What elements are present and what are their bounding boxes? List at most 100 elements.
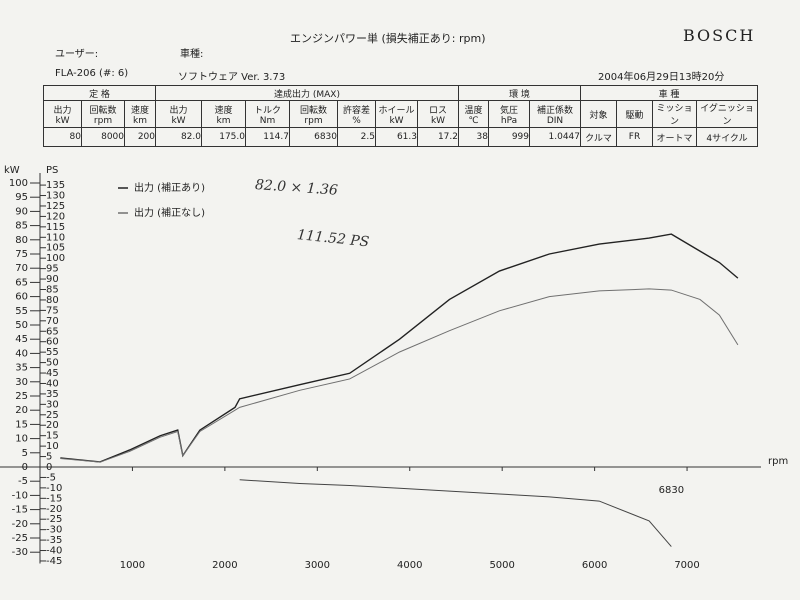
y-tick-label: 90	[15, 206, 28, 217]
value-cell: 999	[488, 127, 530, 147]
y-tick-label: -10	[12, 490, 28, 501]
y2-tick-label: 75	[46, 305, 59, 316]
y-tick-label: 20	[15, 405, 28, 416]
value-cell: 200	[124, 127, 156, 147]
header-name: 速度	[130, 105, 149, 116]
y2-tick-label: 110	[46, 232, 65, 243]
y2-tick-label: 5	[46, 452, 52, 463]
annotation: 111.52 PS	[296, 227, 370, 250]
y-tick-label: 45	[15, 334, 28, 345]
y2-tick-label: 0	[46, 462, 52, 473]
value-cell: 175.0	[201, 127, 246, 147]
header-unit: DIN	[546, 115, 564, 126]
y-tick-label: 5	[22, 448, 28, 459]
y-tick-label: 55	[15, 306, 28, 317]
y-tick-label: 50	[15, 320, 28, 331]
header-row: 出力 kW 回転数 rpm 速度 km 出力 kW 速度 km トルク Nm 回転数 rpm 許容差% ホイー…	[43, 100, 758, 128]
y2-tick-label: 125	[46, 201, 65, 212]
y2-tick-label: 130	[46, 191, 65, 202]
y-tick-label: 30	[15, 377, 28, 388]
header-unit: kW	[55, 115, 70, 126]
header-unit: ℃	[468, 115, 479, 126]
y2-tick-label: 65	[46, 326, 59, 337]
y-tick-label: 70	[15, 263, 28, 274]
y-tick-label: -25	[12, 533, 28, 544]
y-tick-label: 65	[15, 277, 28, 288]
header-unit: hPa	[500, 115, 518, 126]
software: ソフトウェア Ver. 3.73	[178, 72, 286, 83]
header-name: 温度	[464, 105, 483, 116]
y2-tick-label: 20	[46, 420, 59, 431]
y2-tick-label: 45	[46, 368, 59, 379]
y-tick-label: 100	[9, 178, 28, 189]
y2-tick-label: 100	[46, 253, 65, 264]
y2-tick-label: 25	[46, 410, 59, 421]
x-tick-label: 1000	[120, 560, 145, 571]
device: FLA-206 (#: 6)	[55, 68, 129, 79]
header-unit: rpm	[304, 115, 323, 126]
header-unit: Nm	[259, 115, 276, 126]
annotation: 6830	[659, 485, 684, 496]
y-tick-label: 80	[15, 235, 28, 246]
y2-tick-label: 50	[46, 358, 59, 369]
legend-label: 出力 (補正あり)	[134, 181, 205, 194]
header-name: 気圧	[499, 105, 518, 116]
y2-tick-label: 70	[46, 316, 59, 327]
y2-tick-label: 80	[46, 295, 59, 306]
x-axis-label: rpm	[768, 456, 788, 467]
datetime: 2004年06月29日13時20分	[598, 72, 725, 83]
header-unit: km	[133, 115, 147, 126]
value-cell: クルマ	[580, 127, 617, 147]
spec-table: 定 格達成出力 (MAX) 環 境車 種出力 kW 回転数 rpm 速度 km 出力 kW 速度 k…	[43, 85, 758, 147]
header-name: 対象	[589, 110, 608, 121]
line-series	[60, 233, 739, 463]
header-name: ロス	[428, 105, 447, 116]
y2-tick-label: 90	[46, 274, 59, 285]
header-name: イグニッション	[700, 104, 754, 127]
y-tick-label: 75	[15, 249, 28, 260]
y2-tick-label: -10	[46, 483, 62, 494]
y2-tick-label: 55	[46, 347, 59, 358]
header-name: 補正係数	[536, 105, 573, 116]
header-name: トルク	[253, 105, 281, 116]
x-tick-label: 3000	[305, 560, 330, 571]
line-series	[239, 479, 672, 547]
x-tick-label: 2000	[212, 560, 237, 571]
y2-tick-label: 105	[46, 243, 65, 254]
y2-tick-label: -15	[46, 493, 62, 504]
y-tick-label: 40	[15, 348, 28, 359]
y2-tick-label: 120	[46, 211, 65, 222]
value-cell: 4サイクル	[696, 127, 758, 147]
annotation: 82.0 × 1.36	[254, 177, 338, 199]
y2-axis-label: PS	[46, 165, 58, 176]
value-cell: FR	[616, 127, 653, 147]
brand: BOSCH	[683, 26, 756, 45]
header-unit: km	[216, 115, 231, 126]
header-unit: rpm	[93, 115, 113, 126]
value-row: 80 8000 200 82.0 175.0 114.7 6830 2.5 61.3 17.2 38…	[43, 127, 758, 147]
y-tick-label: 10	[15, 434, 28, 445]
header-name: ミッション	[656, 104, 693, 127]
x-tick-label: 6000	[582, 560, 607, 571]
header-name: 速度	[214, 105, 233, 116]
y-axis-label: kW	[4, 165, 20, 176]
y-tick-label: -20	[12, 519, 28, 530]
sheet-title: エンジンパワー単 (損失補正あり: rpm)	[290, 32, 486, 45]
y2-tick-label: 40	[46, 378, 59, 389]
header-cell: 気圧 hPa	[488, 100, 530, 128]
header-cell: 回転数 rpm	[289, 100, 338, 128]
header-name: 許容差	[342, 105, 370, 116]
header-name: 出力	[53, 105, 72, 116]
y2-tick-label: 115	[46, 222, 65, 233]
x-tick-label: 7000	[674, 560, 699, 571]
header-unit: kW	[171, 115, 186, 126]
y2-tick-label: -40	[46, 546, 62, 557]
user-label: ユーザー:	[55, 49, 99, 60]
x-tick-label: 4000	[397, 560, 422, 571]
x-tick-label: 5000	[489, 560, 514, 571]
y-tick-label: -30	[12, 547, 28, 558]
y2-tick-label: 95	[46, 264, 59, 275]
y2-tick-label: 85	[46, 285, 59, 296]
